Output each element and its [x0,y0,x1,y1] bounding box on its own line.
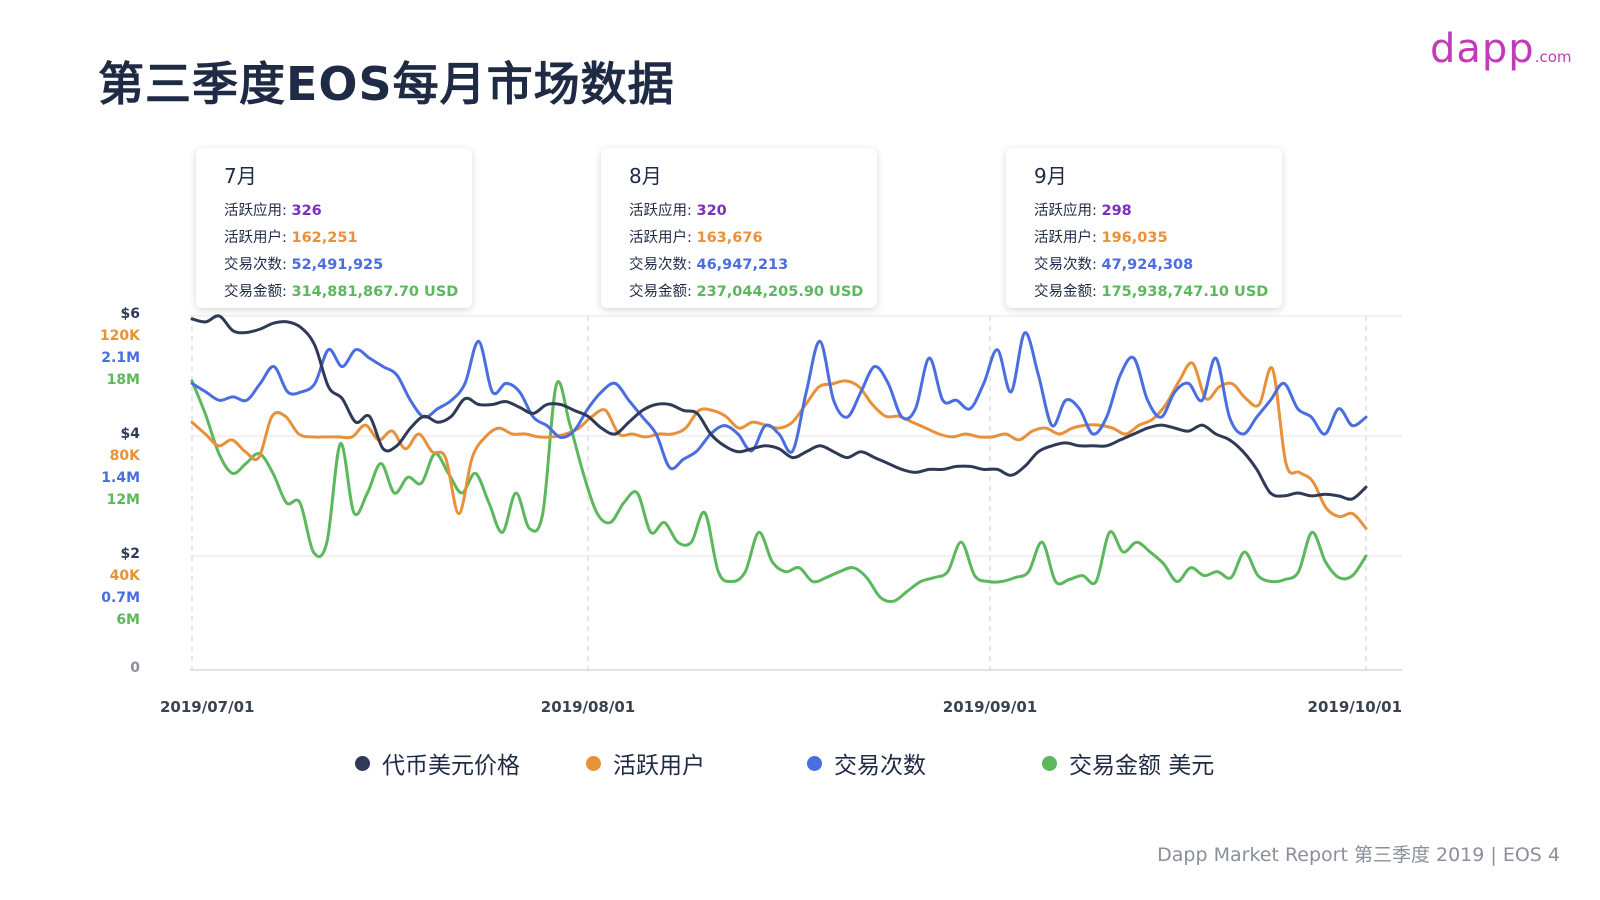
logo-suffix: .com [1534,48,1572,66]
y-tick-label: 120K [100,328,141,344]
y-tick-label: $6 [121,306,140,322]
active-users-value: 163,676 [696,230,763,246]
legend-dot-icon [586,755,601,771]
x-tick-label: 2019/08/01 [541,698,635,716]
volume-value: 175,938,747.10 USD [1101,284,1269,300]
y-tick-label: 12M [107,492,140,508]
y-tick-label: $4 [121,426,141,442]
legend-dot-icon [355,755,370,771]
x-tick-label: 2019/07/01 [160,698,254,716]
card-row-transactions: 交易次数: 47,924,308 [1034,257,1194,273]
y-tick-label: 1.4M [101,470,140,486]
y-tick-label: 6M [116,612,140,628]
card-title: 8月 [629,164,662,188]
active-apps-value: 320 [696,203,727,219]
legend-dot-icon [807,755,822,771]
card-title: 7月 [224,164,257,188]
active-apps-value: 326 [291,203,322,219]
card-row-active-users: 活跃用户: 162,251 [224,230,358,246]
card-row-active-apps: 活跃应用: 298 [1034,203,1132,219]
logo-wordmark: dapp [1430,26,1535,72]
series-line-volume [190,379,1368,604]
card-row-transactions: 交易次数: 52,491,925 [224,257,384,273]
y-tick-label: 80K [110,448,141,464]
month-card-july: 7月 活跃应用: 326 活跃用户: 162,251 交易次数: 52,491,… [196,148,472,308]
card-row-volume: 交易金额: 314,881,867.70 USD [224,284,459,300]
chart-legend: 代币美元价格 活跃用户 交易次数 交易金额 美元 [0,746,1600,786]
series-line-transactions [190,331,1368,471]
card-row-transactions: 交易次数: 46,947,213 [629,257,789,273]
legend-item-volume[interactable]: 交易金额 美元 [1042,746,1214,780]
series-line-price [190,314,1368,501]
series-line-users [190,361,1368,530]
active-users-value: 162,251 [291,230,358,246]
dapp-logo[interactable]: dapp .com [1430,26,1572,72]
x-tick-label: 2019/09/01 [943,698,1037,716]
y-tick-label: 18M [107,372,140,388]
month-card-august: 8月 活跃应用: 320 活跃用户: 163,676 交易次数: 46,947,… [601,148,877,308]
month-card-september: 9月 活跃应用: 298 活跃用户: 196,035 交易次数: 47,924,… [1006,148,1282,308]
legend-item-transactions[interactable]: 交易次数 [807,746,926,780]
card-row-active-users: 活跃用户: 196,035 [1034,230,1168,246]
card-row-volume: 交易金额: 237,044,205.90 USD [629,284,864,300]
card-row-active-apps: 活跃应用: 320 [629,203,727,219]
active-users-value: 196,035 [1101,230,1168,246]
legend-item-price[interactable]: 代币美元价格 [355,746,520,780]
card-title: 9月 [1034,164,1067,188]
active-apps-value: 298 [1101,203,1132,219]
y-tick-label: 0 [130,660,140,676]
transactions-value: 52,491,925 [291,257,384,273]
x-tick-label: 2019/10/01 [1308,698,1402,716]
transactions-value: 47,924,308 [1101,257,1194,273]
card-row-active-users: 活跃用户: 163,676 [629,230,763,246]
volume-value: 314,881,867.70 USD [291,284,459,300]
y-tick-label: 0.7M [101,590,140,606]
y-tick-label: $2 [121,546,140,562]
market-line-chart: $6 120K 2.1M 18M $4 80K 1.4M 12M $2 40K 0.7M 6M 0 201… [100,306,1402,716]
card-row-volume: 交易金额: 175,938,747.10 USD [1034,284,1269,300]
card-row-active-apps: 活跃应用: 326 [224,203,322,219]
page-title: 第三季度EOS每月市场数据 [98,57,675,111]
legend-dot-icon [1042,755,1057,771]
y-tick-label: 2.1M [101,350,140,366]
legend-item-users[interactable]: 活跃用户 [586,746,705,780]
y-tick-label: 40K [110,568,141,584]
volume-value: 237,044,205.90 USD [696,284,864,300]
footer-text: Dapp Market Report 第三季度 2019 | EOS 4 [1157,844,1560,866]
transactions-value: 46,947,213 [696,257,789,273]
